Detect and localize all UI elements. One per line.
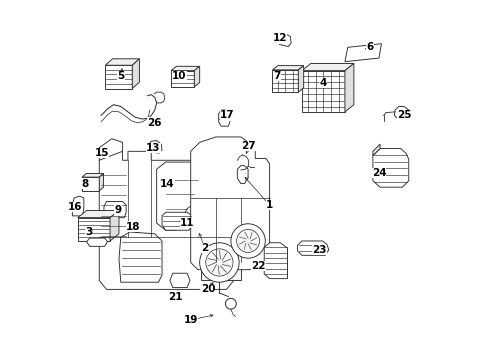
Text: 12: 12	[272, 33, 286, 43]
Polygon shape	[218, 110, 230, 126]
Polygon shape	[72, 196, 83, 216]
Polygon shape	[105, 65, 132, 89]
Polygon shape	[372, 144, 379, 156]
Polygon shape	[344, 63, 353, 112]
Polygon shape	[301, 71, 344, 112]
Text: 11: 11	[180, 218, 194, 228]
Circle shape	[199, 243, 239, 282]
Polygon shape	[237, 166, 247, 184]
Polygon shape	[272, 66, 303, 70]
Text: 17: 17	[220, 111, 234, 121]
Text: 18: 18	[126, 222, 140, 231]
Text: 19: 19	[183, 315, 198, 325]
Text: 25: 25	[396, 111, 410, 121]
Polygon shape	[104, 202, 126, 218]
Text: 14: 14	[160, 179, 174, 189]
Polygon shape	[82, 174, 103, 177]
Polygon shape	[132, 59, 139, 89]
Polygon shape	[344, 44, 381, 62]
Polygon shape	[99, 174, 103, 191]
Polygon shape	[201, 237, 241, 280]
Text: 5: 5	[117, 71, 124, 81]
Polygon shape	[82, 177, 99, 191]
Polygon shape	[297, 241, 328, 255]
Polygon shape	[372, 148, 408, 187]
Polygon shape	[162, 212, 192, 230]
Polygon shape	[190, 137, 269, 270]
Text: 10: 10	[172, 71, 186, 81]
Text: 9: 9	[115, 206, 122, 216]
Polygon shape	[99, 151, 247, 289]
Polygon shape	[194, 66, 199, 87]
Text: 26: 26	[146, 118, 161, 128]
Polygon shape	[264, 243, 287, 279]
Text: 4: 4	[319, 78, 326, 88]
Text: 6: 6	[366, 42, 373, 52]
Circle shape	[205, 249, 233, 276]
Polygon shape	[119, 232, 162, 282]
Polygon shape	[276, 34, 290, 46]
Polygon shape	[394, 107, 408, 120]
Text: 24: 24	[371, 168, 386, 178]
Text: 21: 21	[168, 292, 183, 302]
Text: 27: 27	[241, 141, 256, 151]
Circle shape	[236, 229, 259, 252]
Polygon shape	[272, 70, 298, 92]
Text: 7: 7	[272, 71, 280, 81]
Polygon shape	[148, 140, 162, 153]
Text: 15: 15	[94, 148, 109, 158]
Circle shape	[230, 224, 265, 258]
Text: 23: 23	[312, 245, 326, 255]
Text: 8: 8	[81, 179, 88, 189]
Polygon shape	[78, 218, 110, 241]
Polygon shape	[110, 211, 119, 241]
Text: 2: 2	[201, 243, 208, 253]
Polygon shape	[105, 59, 139, 65]
Polygon shape	[86, 238, 107, 246]
Polygon shape	[169, 273, 190, 288]
Polygon shape	[171, 71, 194, 87]
Polygon shape	[298, 66, 303, 92]
Polygon shape	[301, 63, 353, 71]
Polygon shape	[171, 66, 199, 71]
Text: 13: 13	[145, 143, 160, 153]
Polygon shape	[78, 211, 119, 218]
Text: 16: 16	[68, 202, 82, 212]
Text: 20: 20	[200, 284, 215, 294]
Text: 22: 22	[250, 261, 265, 271]
Polygon shape	[99, 139, 122, 160]
Polygon shape	[156, 162, 201, 230]
Text: 3: 3	[85, 227, 92, 237]
Text: 1: 1	[265, 200, 273, 210]
